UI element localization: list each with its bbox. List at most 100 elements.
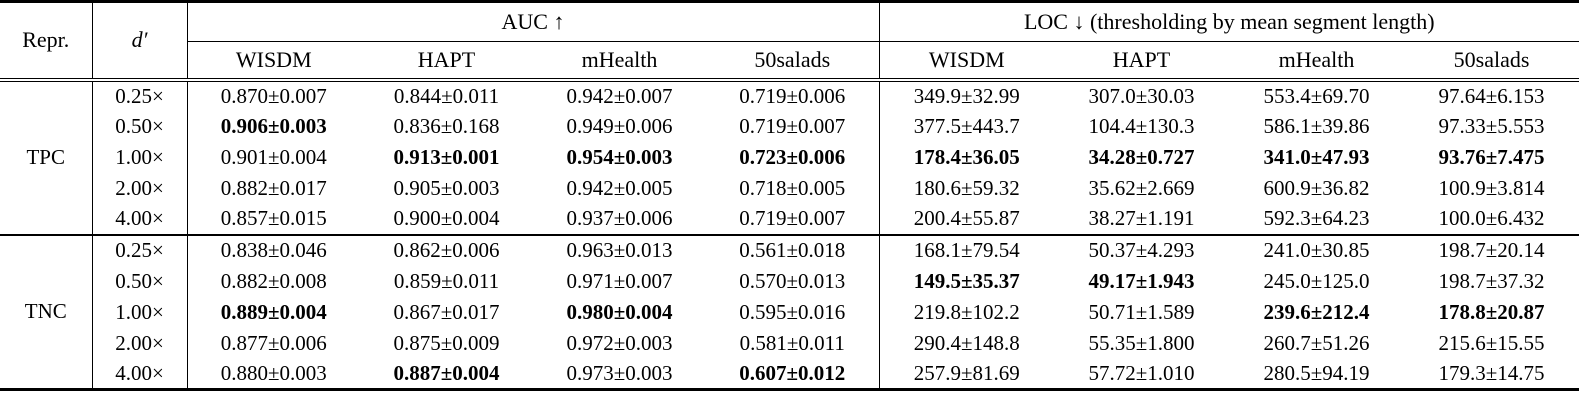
metric-cell-auc-hapt: 0.887±0.004 <box>393 360 500 385</box>
metric-cell-auc-mhealth: 0.973±0.003 <box>566 360 673 385</box>
metric-cell-auc-mhealth: 0.971±0.007 <box>566 268 673 293</box>
metric-cell-auc-50salads: 0.607±0.012 <box>706 358 880 390</box>
metric-cell-loc-hapt: 38.27±1.191 <box>1088 206 1195 230</box>
metric-cell-loc-hapt: 50.37±4.293 <box>1054 233 1230 266</box>
metric-cell-auc-wisdm: 0.880±0.003 <box>220 360 327 385</box>
group-header-auc: AUC ↑ <box>187 1 880 42</box>
metric-cell-loc-hapt: 55.35±1.800 <box>1088 330 1195 355</box>
metric-cell-loc-50salads: 198.7±37.32 <box>1438 268 1545 293</box>
metric-cell-loc-50salads: 198.7±20.14 <box>1404 233 1579 266</box>
table-row: 1.00× 0.901±0.004 0.913±0.001 0.954±0.003 0.… <box>0 141 1579 173</box>
metric-cell-auc-wisdm: 0.889±0.004 <box>220 299 327 324</box>
metric-cell-loc-50salads: 93.76±7.475 <box>1438 144 1545 169</box>
metric-cell-auc-hapt: 0.905±0.003 <box>393 175 500 200</box>
table-row: 0.50× 0.882±0.008 0.859±0.011 0.971±0.007 0.… <box>0 265 1579 297</box>
table-row: TPC 0.25× 0.870±0.007 0.844±0.011 0.942±0.00… <box>0 79 1579 235</box>
metric-cell-auc-50salads: 0.561±0.018 <box>706 233 880 266</box>
metric-cell-loc-hapt: 50.71±1.589 <box>1088 299 1195 324</box>
metric-cell-auc-mhealth: 0.937±0.006 <box>566 206 673 230</box>
group-header-loc: LOC ↓ (thresholding by mean segment leng… <box>879 1 1579 42</box>
metric-cell-auc-mhealth: 0.972±0.003 <box>566 330 673 355</box>
metric-cell-auc-50salads: 0.718±0.005 <box>706 172 880 204</box>
metric-cell-auc-50salads: 0.595±0.016 <box>706 296 880 328</box>
metric-cell-loc-hapt: 35.62±2.669 <box>1088 175 1195 200</box>
table-body: TPC 0.25× 0.870±0.007 0.844±0.011 0.942±0.00… <box>0 79 1579 390</box>
metric-cell-loc-50salads: 178.8±20.87 <box>1438 299 1545 324</box>
metric-cell-loc-wisdm: 257.9±81.69 <box>913 360 1020 385</box>
metric-cell-loc-50salads: 179.3±14.75 <box>1438 360 1545 385</box>
metric-cell-loc-50salads: 215.6±15.55 <box>1438 330 1545 355</box>
dprime-value: 0.50× <box>92 265 188 297</box>
column-header-repr: Repr. <box>0 1 93 82</box>
metric-cell-loc-mhealth: 245.0±125.0 <box>1263 268 1370 293</box>
metric-cell-auc-hapt: 0.867±0.017 <box>393 299 500 324</box>
metric-cell-auc-hapt: 0.859±0.011 <box>393 268 500 293</box>
dprime-value: 1.00× <box>92 296 188 328</box>
subheader-loc-mhealth: mHealth <box>1229 41 1405 82</box>
metric-cell-auc-mhealth: 0.942±0.005 <box>566 175 673 200</box>
metric-cell-loc-mhealth: 239.6±212.4 <box>1263 299 1370 324</box>
metric-cell-auc-wisdm: 0.838±0.046 <box>187 233 360 266</box>
dprime-value: 1.00× <box>92 141 188 173</box>
metric-cell-auc-mhealth: 0.963±0.013 <box>533 233 706 266</box>
header-group-row: Repr. d′ AUC ↑ LOC ↓ (thresholding by me… <box>0 1 1579 82</box>
metric-cell-loc-mhealth: 241.0±30.85 <box>1229 233 1405 266</box>
metric-cell-loc-hapt: 34.28±0.727 <box>1088 144 1195 169</box>
subheader-auc-50salads: 50salads <box>706 41 880 82</box>
dprime-value: 0.25× <box>92 233 188 266</box>
metric-cell-loc-hapt: 104.4±130.3 <box>1088 113 1195 138</box>
table-row: 4.00× 0.880±0.003 0.887±0.004 0.973±0.003 0.… <box>0 358 1579 390</box>
metric-cell-loc-mhealth: 600.9±36.82 <box>1263 175 1370 200</box>
metric-cell-loc-wisdm: 219.8±102.2 <box>913 299 1020 324</box>
dprime-value: 2.00× <box>92 172 188 204</box>
metric-cell-loc-wisdm: 178.4±36.05 <box>913 144 1020 169</box>
metric-cell-auc-hapt: 0.836±0.168 <box>393 113 500 138</box>
metric-cell-auc-hapt: 0.844±0.011 <box>393 83 500 108</box>
metric-cell-auc-50salads: 0.570±0.013 <box>706 265 880 297</box>
metric-cell-loc-wisdm: 349.9±32.99 <box>913 83 1020 108</box>
table-header: Repr. d′ AUC ↑ LOC ↓ (thresholding by me… <box>0 1 1579 82</box>
metric-cell-loc-mhealth: 260.7±51.26 <box>1263 330 1370 355</box>
metric-cell-loc-wisdm: 377.5±443.7 <box>913 113 1020 138</box>
metric-cell-auc-50salads: 0.719±0.007 <box>706 203 880 235</box>
subheader-auc-wisdm: WISDM <box>187 41 360 82</box>
metric-cell-auc-mhealth: 0.980±0.004 <box>566 299 673 324</box>
table-row: 2.00× 0.877±0.006 0.875±0.009 0.972±0.003 0.… <box>0 327 1579 359</box>
metric-cell-loc-hapt: 49.17±1.943 <box>1088 268 1195 293</box>
dprime-value: 0.50× <box>92 110 188 142</box>
table-row: 1.00× 0.889±0.004 0.867±0.017 0.980±0.004 0.… <box>0 296 1579 328</box>
metric-cell-loc-wisdm: 149.5±35.37 <box>913 268 1020 293</box>
metric-cell-auc-hapt: 0.862±0.006 <box>360 233 533 266</box>
metric-cell-loc-mhealth: 586.1±39.86 <box>1263 113 1370 138</box>
dprime-value: 2.00× <box>92 327 188 359</box>
metric-cell-auc-wisdm: 0.877±0.006 <box>220 330 327 355</box>
metric-cell-loc-50salads: 100.0±6.432 <box>1438 206 1545 230</box>
metric-cell-loc-mhealth: 341.0±47.93 <box>1263 144 1370 169</box>
metric-cell-auc-50salads: 0.719±0.006 <box>706 79 880 111</box>
metric-cell-auc-50salads: 0.723±0.006 <box>706 141 880 173</box>
table-row: TNC 0.25× 0.838±0.046 0.862±0.006 0.963±0.01… <box>0 233 1579 390</box>
metric-cell-auc-wisdm: 0.906±0.003 <box>220 113 327 138</box>
metric-cell-loc-mhealth: 553.4±69.70 <box>1263 83 1370 108</box>
metric-cell-loc-wisdm: 290.4±148.8 <box>913 330 1020 355</box>
metric-cell-loc-mhealth: 592.3±64.23 <box>1263 206 1370 230</box>
subheader-auc-hapt: HAPT <box>360 41 533 82</box>
metric-cell-loc-wisdm: 180.6±59.32 <box>913 175 1020 200</box>
dprime-value: 0.25× <box>92 79 188 111</box>
column-header-dprime: d′ <box>92 1 188 82</box>
dprime-value: 4.00× <box>92 203 188 235</box>
table-row: 2.00× 0.882±0.017 0.905±0.003 0.942±0.005 0.… <box>0 172 1579 204</box>
metric-cell-auc-50salads: 0.719±0.007 <box>706 110 880 142</box>
repr-label-tnc: TNC <box>0 233 93 390</box>
table-row: 4.00× 0.857±0.015 0.900±0.004 0.937±0.006 0.… <box>0 203 1579 235</box>
metric-cell-auc-hapt: 0.875±0.009 <box>393 330 500 355</box>
metric-cell-loc-wisdm: 200.4±55.87 <box>913 206 1020 230</box>
subheader-auc-mhealth: mHealth <box>533 41 706 82</box>
metric-cell-auc-wisdm: 0.857±0.015 <box>220 206 327 230</box>
metric-cell-auc-wisdm: 0.901±0.004 <box>220 144 327 169</box>
metric-cell-auc-mhealth: 0.954±0.003 <box>566 144 673 169</box>
metric-cell-auc-wisdm: 0.870±0.007 <box>220 83 327 108</box>
metric-cell-loc-50salads: 97.33±5.553 <box>1438 113 1545 138</box>
metric-cell-auc-50salads: 0.581±0.011 <box>706 327 880 359</box>
metric-cell-loc-wisdm: 168.1±79.54 <box>879 233 1055 266</box>
